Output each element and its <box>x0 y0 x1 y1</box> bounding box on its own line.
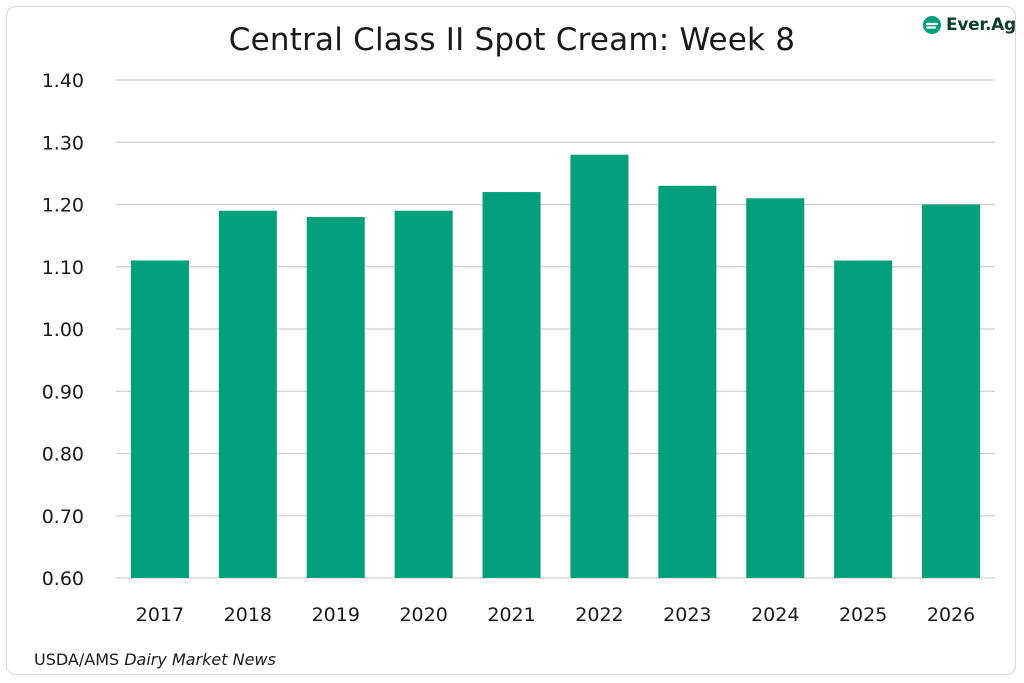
x-tick-label: 2018 <box>224 604 272 626</box>
y-tick-label: 0.70 <box>42 506 84 528</box>
x-axis-labels: 2017 2018 2019 2020 2021 2022 2023 2024 2025 2026 <box>136 604 975 626</box>
y-tick-label: 1.40 <box>42 70 84 92</box>
bar-2020 <box>394 210 453 578</box>
bar-2019 <box>306 216 365 578</box>
bar-2026 <box>922 204 981 578</box>
bar-2022 <box>570 154 629 578</box>
y-tick-label: 0.90 <box>42 381 84 403</box>
y-tick-label: 0.80 <box>42 444 84 466</box>
y-tick-label: 1.30 <box>42 132 84 154</box>
source-note: USDA/AMS Dairy Market News <box>34 650 276 669</box>
bar-2024 <box>746 198 805 578</box>
y-tick-label: 1.00 <box>42 319 84 341</box>
x-tick-label: 2024 <box>751 604 799 626</box>
ever-ag-logo-icon <box>923 16 941 34</box>
brand-logo: Ever.Ag <box>922 13 1016 37</box>
chart-title: Central Class II Spot Cream: Week 8 <box>228 22 796 58</box>
y-tick-label: 1.10 <box>42 257 84 279</box>
bar-2017 <box>130 260 189 578</box>
x-tick-label: 2017 <box>136 604 184 626</box>
chart-frame <box>6 6 1016 675</box>
x-tick-label: 2021 <box>487 604 535 626</box>
bar-2018 <box>218 210 277 578</box>
source-publication: Dairy Market News <box>124 650 276 669</box>
x-tick-label: 2026 <box>927 604 975 626</box>
bar-2023 <box>658 185 717 578</box>
source-prefix: USDA/AMS <box>34 650 125 669</box>
y-axis-labels: 0.60 0.70 0.80 0.90 1.00 1.10 1.20 1.30 1.40 <box>42 70 84 590</box>
y-tick-label: 1.20 <box>42 195 84 217</box>
brand-name: Ever.Ag <box>946 15 1016 35</box>
bar-2021 <box>482 192 541 579</box>
bar-2025 <box>834 260 893 578</box>
x-tick-label: 2022 <box>575 604 623 626</box>
bars <box>130 154 981 579</box>
x-tick-label: 2023 <box>663 604 711 626</box>
x-tick-label: 2020 <box>399 604 447 626</box>
x-tick-label: 2019 <box>312 604 360 626</box>
y-tick-label: 0.60 <box>42 568 84 590</box>
x-tick-label: 2025 <box>839 604 887 626</box>
